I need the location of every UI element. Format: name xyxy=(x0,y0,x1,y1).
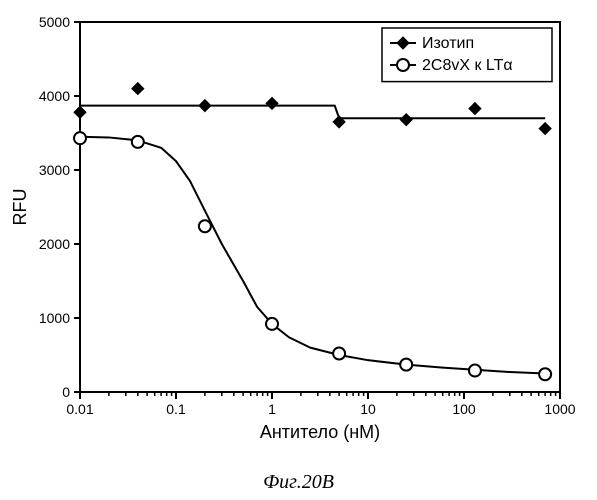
svg-text:10: 10 xyxy=(360,401,376,417)
svg-text:1000: 1000 xyxy=(39,310,70,326)
figure-caption: Фиг.20В xyxy=(0,471,597,494)
svg-text:2000: 2000 xyxy=(39,236,70,252)
svg-text:0: 0 xyxy=(62,384,70,400)
svg-text:2C8vX к LTα: 2C8vX к LTα xyxy=(422,57,513,74)
svg-text:100: 100 xyxy=(452,401,476,417)
svg-text:RFU: RFU xyxy=(10,189,30,226)
svg-text:Антитело (нМ): Антитело (нМ) xyxy=(260,422,380,442)
rfu-chart: 0 1000 2000 3000 4000 5000 0.01 0.1 1 10 100 1000 Ан… xyxy=(0,0,597,470)
svg-text:0.01: 0.01 xyxy=(66,401,93,417)
chart-container: 0 1000 2000 3000 4000 5000 0.01 0.1 1 10 100 1000 Ан… xyxy=(0,0,597,500)
svg-text:5000: 5000 xyxy=(39,14,70,30)
svg-text:3000: 3000 xyxy=(39,162,70,178)
svg-text:1000: 1000 xyxy=(544,401,575,417)
svg-text:Изотип: Изотип xyxy=(422,35,474,52)
svg-text:0.1: 0.1 xyxy=(166,401,186,417)
svg-text:4000: 4000 xyxy=(39,88,70,104)
svg-text:1: 1 xyxy=(268,401,276,417)
